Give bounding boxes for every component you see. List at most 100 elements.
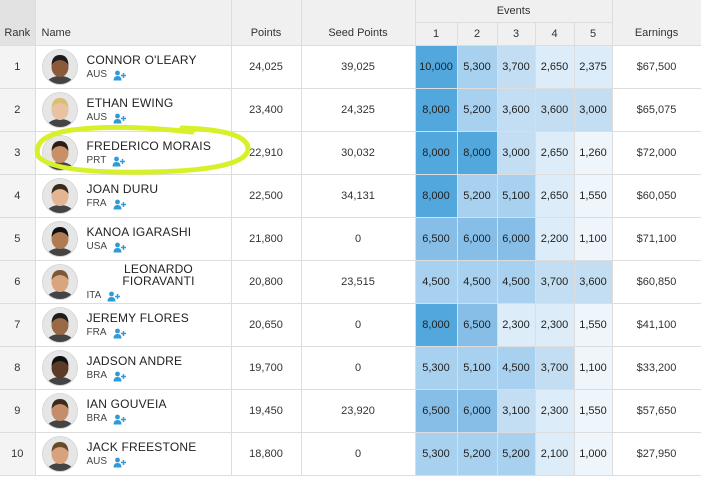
earnings-header[interactable]: Earnings [612, 0, 701, 46]
country-code: USA [86, 241, 108, 252]
name-header[interactable]: Name [35, 0, 232, 46]
points-header[interactable]: Points [231, 0, 302, 46]
event-5-cell: 1,260 [574, 131, 613, 175]
event-2-cell: 5,200 [457, 432, 498, 476]
event-3-cell: 4,500 [497, 346, 536, 390]
table-row[interactable]: 2 ETHAN EWING AUS 23,400 24,325 8,000 5,200 3,6… [0, 88, 701, 132]
rank-cell: 3 [0, 131, 36, 175]
event-5-cell: 1,550 [574, 303, 613, 347]
follow-user-icon[interactable] [113, 414, 127, 425]
surfer-name-link[interactable]: LEONARDO FIORAVANTI [122, 261, 195, 288]
table-row[interactable]: 4 JOAN DURU FRA 22,500 34,131 8,000 5,200 5,100… [0, 174, 701, 218]
rank-cell: 10 [0, 432, 36, 476]
country-code: ITA [86, 290, 102, 301]
event-4-cell: 3,700 [535, 260, 575, 304]
table-row[interactable]: 3 FREDERICO MORAIS PRT 22,910 30,032 8,000 8,0… [0, 124, 701, 175]
event-3-header[interactable]: 3 [497, 22, 536, 46]
earnings-cell: $41,100 [612, 303, 701, 347]
event-5-cell: 1,000 [574, 432, 613, 476]
seed-points-cell: 0 [301, 346, 416, 390]
surfer-name-link[interactable]: JEREMY FLORES [86, 310, 189, 325]
event-2-cell: 5,200 [457, 88, 498, 132]
country-code: FRA [86, 198, 107, 209]
event-4-header[interactable]: 4 [535, 22, 575, 46]
avatar[interactable] [41, 92, 78, 128]
points-cell: 19,700 [231, 346, 302, 390]
seed-points-cell: 30,032 [301, 131, 416, 175]
event-1-header[interactable]: 1 [415, 22, 458, 46]
country-code: PRT [86, 155, 107, 166]
seed-points-cell: 24,325 [301, 88, 416, 132]
avatar[interactable] [41, 178, 78, 214]
country-code: AUS [86, 456, 108, 467]
rankings-body: 1 CONNOR O'LEARY AUS 24,025 39,025 10,000 5,30… [0, 45, 701, 476]
avatar[interactable] [41, 350, 78, 386]
event-5-cell: 1,550 [574, 389, 613, 433]
table-row[interactable]: 7 JEREMY FLORES FRA 20,650 0 8,000 6,500 2,300 2… [0, 303, 701, 347]
table-row[interactable]: 10 JACK FREESTONE AUS 18,800 0 5,300 5,200 5,20… [0, 432, 701, 476]
table-row[interactable]: 8 JADSON ANDRE BRA 19,700 0 5,300 5,100 4,500 3,… [0, 346, 701, 390]
name-cell: IAN GOUVEIA BRA [35, 389, 232, 433]
earnings-cell: $65,075 [612, 88, 701, 132]
surfer-name-link[interactable]: JACK FREESTONE [86, 439, 197, 454]
event-3-cell: 3,000 [497, 131, 536, 175]
points-cell: 22,910 [231, 131, 302, 175]
event-2-cell: 6,000 [457, 217, 498, 261]
table-row[interactable]: 1 CONNOR O'LEARY AUS 24,025 39,025 10,000 5,30… [0, 45, 701, 89]
name-cell: JEREMY FLORES FRA [35, 303, 232, 347]
follow-user-icon[interactable] [113, 457, 127, 468]
rankings-table: Rank Name Points Seed Points Events Earn… [0, 0, 701, 476]
event-3-cell: 5,100 [497, 174, 536, 218]
table-row[interactable]: 9 IAN GOUVEIA BRA 19,450 23,920 6,500 6,000 3,1… [0, 389, 701, 433]
rank-header[interactable]: Rank [0, 0, 36, 46]
event-2-cell: 5,300 [457, 45, 498, 89]
rank-cell: 6 [0, 260, 36, 304]
seed-points-header[interactable]: Seed Points [301, 0, 416, 46]
surfer-name-link[interactable]: JOAN DURU [86, 181, 159, 196]
name-cell: KANOA IGARASHI USA [35, 217, 232, 261]
avatar[interactable] [41, 221, 78, 257]
surfer-name-link[interactable]: KANOA IGARASHI [86, 224, 192, 239]
name-cell: ETHAN EWING AUS [35, 88, 232, 132]
follow-user-icon[interactable] [112, 156, 126, 167]
event-3-cell: 3,600 [497, 88, 536, 132]
points-cell: 23,400 [231, 88, 302, 132]
surfer-name-link[interactable]: ETHAN EWING [86, 95, 174, 110]
avatar[interactable] [41, 49, 78, 85]
event-3-cell: 6,000 [497, 217, 536, 261]
event-2-header[interactable]: 2 [457, 22, 498, 46]
event-5-cell: 2,375 [574, 45, 613, 89]
follow-user-icon[interactable] [113, 371, 127, 382]
avatar[interactable] [41, 307, 78, 343]
event-4-cell: 2,100 [535, 432, 575, 476]
event-4-cell: 2,650 [535, 45, 575, 89]
surfer-name-link[interactable]: CONNOR O'LEARY [86, 52, 197, 67]
follow-user-icon[interactable] [113, 199, 126, 210]
avatar[interactable] [41, 264, 78, 300]
follow-user-icon[interactable] [113, 242, 127, 253]
earnings-cell: $57,650 [612, 389, 701, 433]
event-3-cell: 2,300 [497, 303, 536, 347]
avatar[interactable] [41, 436, 78, 472]
event-3-cell: 3,700 [497, 45, 536, 89]
follow-user-icon[interactable] [113, 113, 127, 124]
surfer-name-link[interactable]: JADSON ANDRE [86, 353, 183, 368]
table-row[interactable]: 5 KANOA IGARASHI USA 21,800 0 6,500 6,000 6,000… [0, 217, 701, 261]
follow-user-icon[interactable] [113, 70, 127, 81]
avatar[interactable] [41, 135, 78, 171]
seed-points-cell: 23,515 [301, 260, 416, 304]
avatar[interactable] [41, 393, 78, 429]
rank-cell: 4 [0, 174, 36, 218]
rank-cell: 2 [0, 88, 36, 132]
follow-user-icon[interactable] [113, 328, 126, 339]
surfer-name-link[interactable]: FREDERICO MORAIS [86, 138, 212, 153]
follow-user-icon[interactable] [107, 291, 121, 302]
surfer-name-link[interactable]: IAN GOUVEIA [86, 396, 167, 411]
event-4-cell: 3,700 [535, 346, 575, 390]
rank-cell: 8 [0, 346, 36, 390]
points-cell: 19,450 [231, 389, 302, 433]
table-row[interactable]: 6 LEONARDO FIORAVANTI ITA 20,800 23,515 4,500… [0, 260, 701, 304]
event-5-header[interactable]: 5 [574, 22, 613, 46]
event-4-cell: 2,650 [535, 131, 575, 175]
name-cell: JOAN DURU FRA [35, 174, 232, 218]
